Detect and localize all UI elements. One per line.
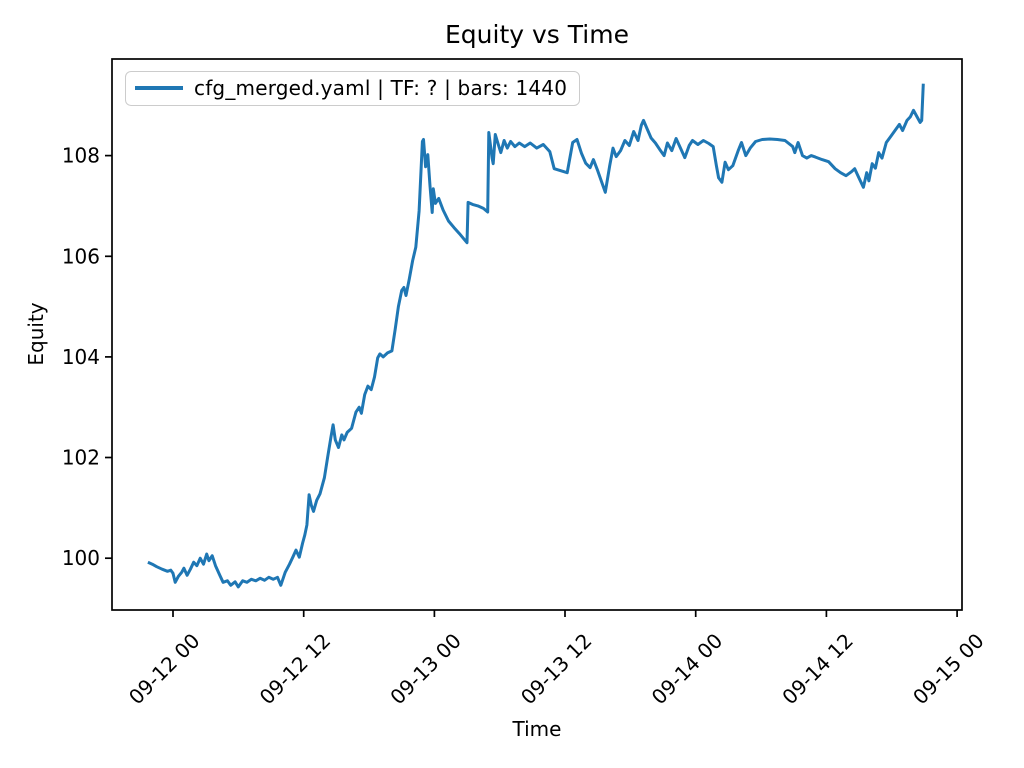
legend: cfg_merged.yaml | TF: ? | bars: 1440	[125, 71, 581, 106]
equity-line	[147, 83, 925, 589]
axes-frame	[111, 58, 963, 611]
y-tick-label: 104	[62, 345, 100, 369]
y-axis-title: Equity	[24, 302, 48, 366]
x-tick-label: 09-12 12	[255, 629, 336, 710]
x-tick-label: 09-13 00	[385, 629, 466, 710]
x-tick-label: 09-12 00	[124, 629, 205, 710]
chart-title: Equity vs Time	[445, 20, 629, 49]
y-tick-label: 100	[62, 546, 100, 570]
legend-line-swatch	[135, 86, 183, 90]
x-axis-title: Time	[512, 717, 562, 741]
x-tick-label: 09-14 00	[647, 629, 728, 710]
y-tick-label: 108	[62, 144, 100, 168]
x-tick-label: 09-14 12	[777, 629, 858, 710]
x-tick-label: 09-13 12	[516, 629, 597, 710]
legend-label: cfg_merged.yaml | TF: ? | bars: 1440	[194, 76, 568, 100]
y-tick-label: 106	[62, 244, 100, 268]
y-tick-label: 102	[62, 446, 100, 470]
x-tick-label: 09-15 00	[908, 629, 989, 710]
